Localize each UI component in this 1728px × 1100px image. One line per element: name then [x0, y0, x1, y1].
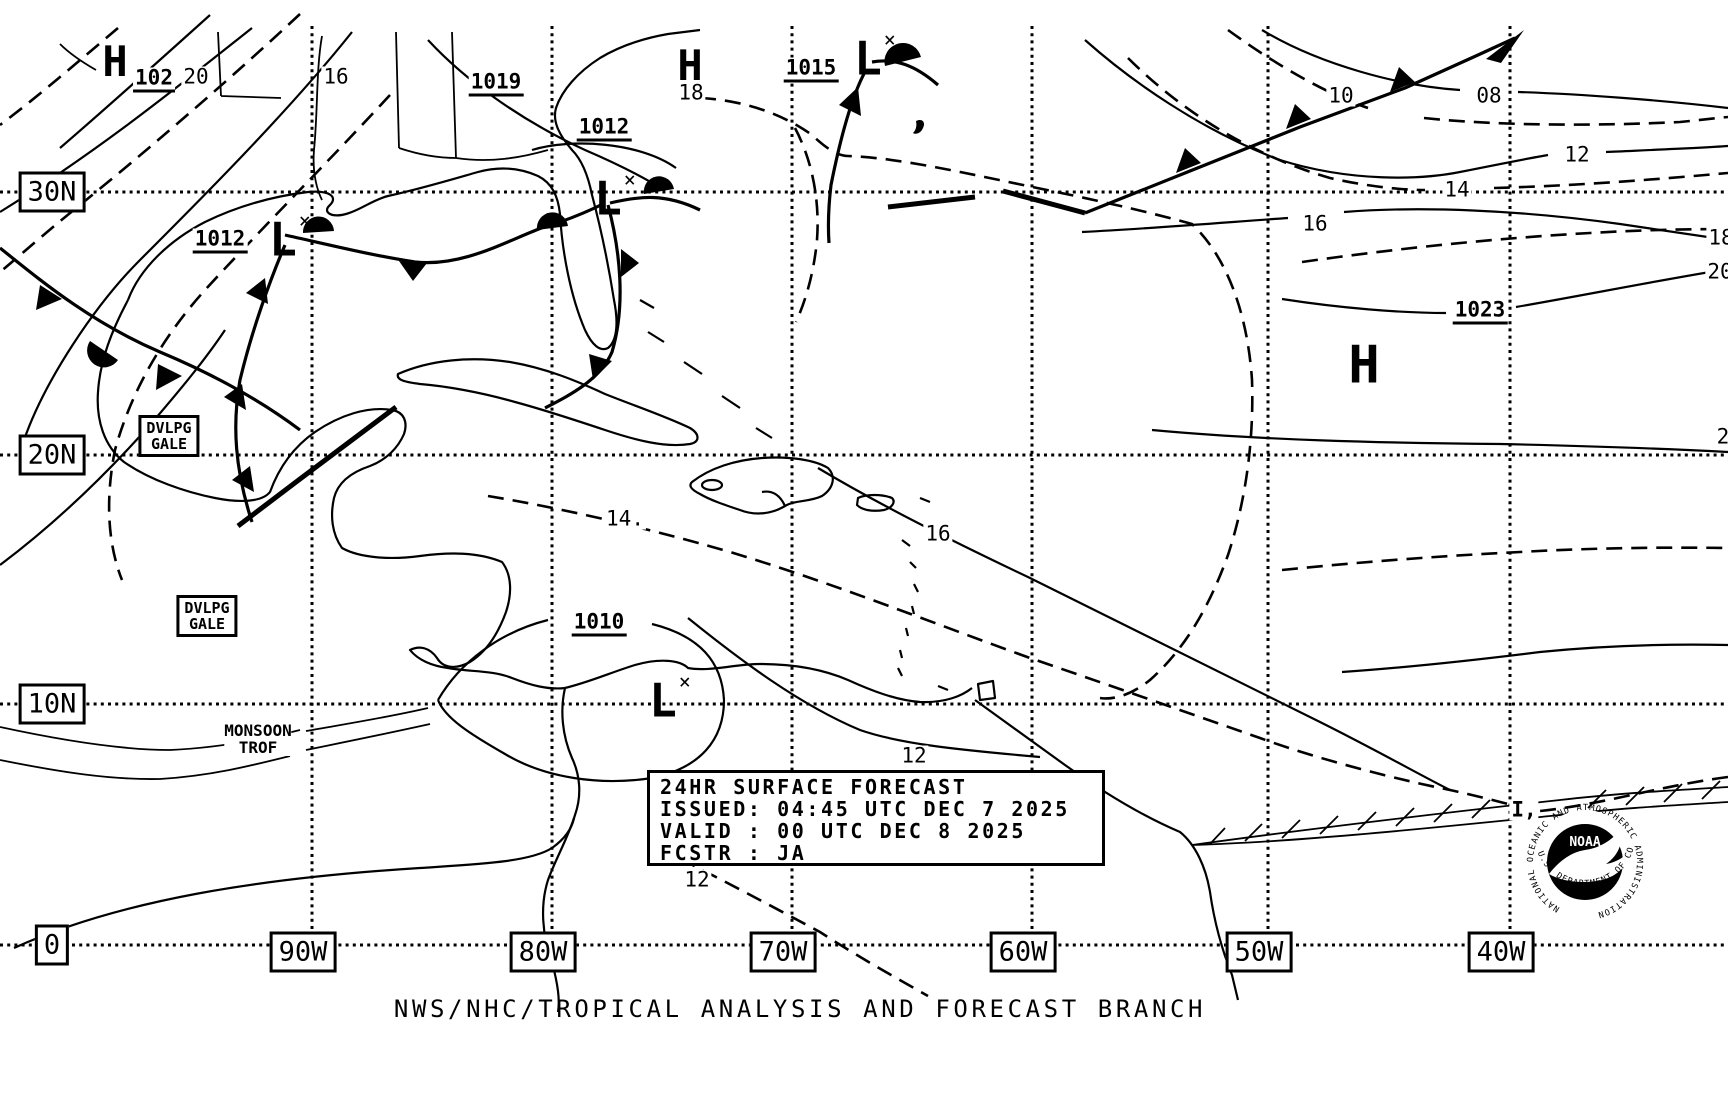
- contour-label-16: 16: [321, 64, 351, 89]
- contour-label-18: 18: [676, 80, 706, 105]
- pressure-label-1019: 1019: [468, 71, 524, 97]
- cold-front-northeast: [1084, 36, 1516, 215]
- mississippi-river: [312, 35, 323, 201]
- cold-front-florida: [544, 204, 622, 410]
- grid-label-40W: 40W: [1467, 931, 1535, 973]
- comma-mark: [913, 119, 925, 134]
- low-pressure-marker: L ×: [269, 210, 311, 262]
- warm-front-florida: [609, 195, 701, 212]
- contour-label-12: 12: [682, 867, 712, 892]
- contour-label-12: 12: [1562, 142, 1592, 167]
- position-cross-icon: ×: [678, 669, 691, 694]
- position-cross-icon: ×: [623, 167, 636, 192]
- trough-axes: [236, 188, 1086, 528]
- low-pressure-marker: L ×: [854, 29, 896, 81]
- pressure-label-1012: 1012: [576, 116, 632, 142]
- pressure-label-1010: 1010: [571, 611, 627, 637]
- guiana-brazil-coast: [974, 699, 1240, 1001]
- contour-label-10: 10: [1326, 83, 1356, 108]
- noaa-wordmark: NOAA: [1569, 835, 1600, 850]
- south-america-north-coast: [564, 659, 973, 704]
- high-pressure-symbol: H: [677, 41, 703, 91]
- contour-label-20: 20: [1705, 261, 1728, 283]
- isopleths-dashed: [0, 13, 1728, 998]
- haiti-inlet: [761, 490, 787, 507]
- pressure-label-1023: 1023: [1452, 299, 1508, 325]
- bahamas: [639, 299, 773, 439]
- contour-label-12: 12: [899, 743, 929, 768]
- warm-front-atlantic-low: [871, 59, 940, 87]
- lesser-antilles: [897, 496, 949, 692]
- grid-label-20N: 20N: [18, 434, 86, 476]
- grid-label-80W: 80W: [509, 931, 577, 973]
- developing-gale-warning-box: DVLPG GALE: [138, 415, 200, 457]
- noaa-bird-icon: [1549, 830, 1632, 882]
- jamaica: [700, 478, 724, 492]
- grid-label-70W: 70W: [749, 931, 817, 973]
- grid-label-50W: 50W: [1225, 931, 1293, 973]
- high-pressure-marker: H: [102, 41, 127, 83]
- pressure-label-1015: 1015: [783, 57, 839, 83]
- trinidad: [976, 679, 997, 702]
- pressure-label-1012: 1012: [192, 228, 248, 254]
- contour-label-2: 2: [1714, 426, 1728, 448]
- chart-footer-title: NWS/NHC/TROPICAL ANALYSIS AND FORECAST B…: [393, 995, 1207, 1023]
- contour-label-18: 18: [1706, 227, 1728, 249]
- low-pressure-symbol: L: [854, 31, 882, 86]
- high-pressure-marker: H: [1348, 340, 1379, 392]
- grid-label-30N: 30N: [18, 171, 86, 213]
- cuba: [396, 358, 699, 447]
- state-borders: [59, 31, 549, 161]
- low-pressure-symbol: L: [649, 673, 677, 728]
- forecast-info-box: 24HR SURFACE FORECAST ISSUED: 04:45 UTC D…: [647, 770, 1105, 866]
- monsoon-trough-label: MONSOON TROF: [224, 721, 292, 757]
- us-gulf-atlantic-coast: [126, 28, 701, 351]
- puerto-rico: [855, 493, 895, 512]
- contour-label-20: 20: [181, 64, 211, 89]
- hispaniola: [689, 456, 834, 515]
- grid-label-60W: 60W: [989, 931, 1057, 973]
- low-pressure-marker: L ×: [594, 169, 636, 221]
- high-pressure-symbol: H: [102, 37, 128, 87]
- developing-gale-warning-box: DVLPG GALE: [176, 595, 238, 637]
- low-pressure-marker: L ×: [649, 671, 691, 723]
- grid-label-10N: 10N: [18, 683, 86, 725]
- high-pressure-marker: H: [677, 45, 702, 87]
- grid-label-90W: 90W: [269, 931, 337, 973]
- info-box-line-1: 24HR SURFACE FORECAST: [660, 775, 968, 799]
- position-cross-icon: ×: [883, 27, 896, 52]
- front-pips: [36, 30, 1524, 492]
- info-box-line-3: VALID : 00 UTC DEC 8 2025: [660, 819, 1027, 843]
- contour-label-14.: 14.: [604, 506, 646, 531]
- low-pressure-symbol: L: [594, 171, 622, 226]
- contour-label-14: 14: [1442, 177, 1472, 202]
- pressure-label-102: 102: [133, 67, 175, 93]
- position-cross-icon: ×: [298, 208, 311, 233]
- occluded-front-west: [0, 246, 301, 432]
- contour-label-16: 16: [923, 521, 953, 546]
- contour-label-I,: I,: [1509, 797, 1539, 822]
- contour-label-16: 16: [1300, 211, 1330, 236]
- info-box-line-4: FCSTR : JA: [660, 841, 807, 865]
- info-box-line-2: ISSUED: 04:45 UTC DEC 7 2025: [660, 797, 1070, 821]
- contour-label-08: 08: [1474, 83, 1504, 108]
- texas-mexico-coast: [96, 299, 566, 690]
- low-pressure-symbol: L: [269, 212, 297, 267]
- grid-label-0: 0: [34, 924, 70, 966]
- fronts: [0, 30, 1524, 523]
- high-pressure-symbol: H: [1348, 335, 1380, 396]
- stationary-front-gulf: [284, 201, 606, 265]
